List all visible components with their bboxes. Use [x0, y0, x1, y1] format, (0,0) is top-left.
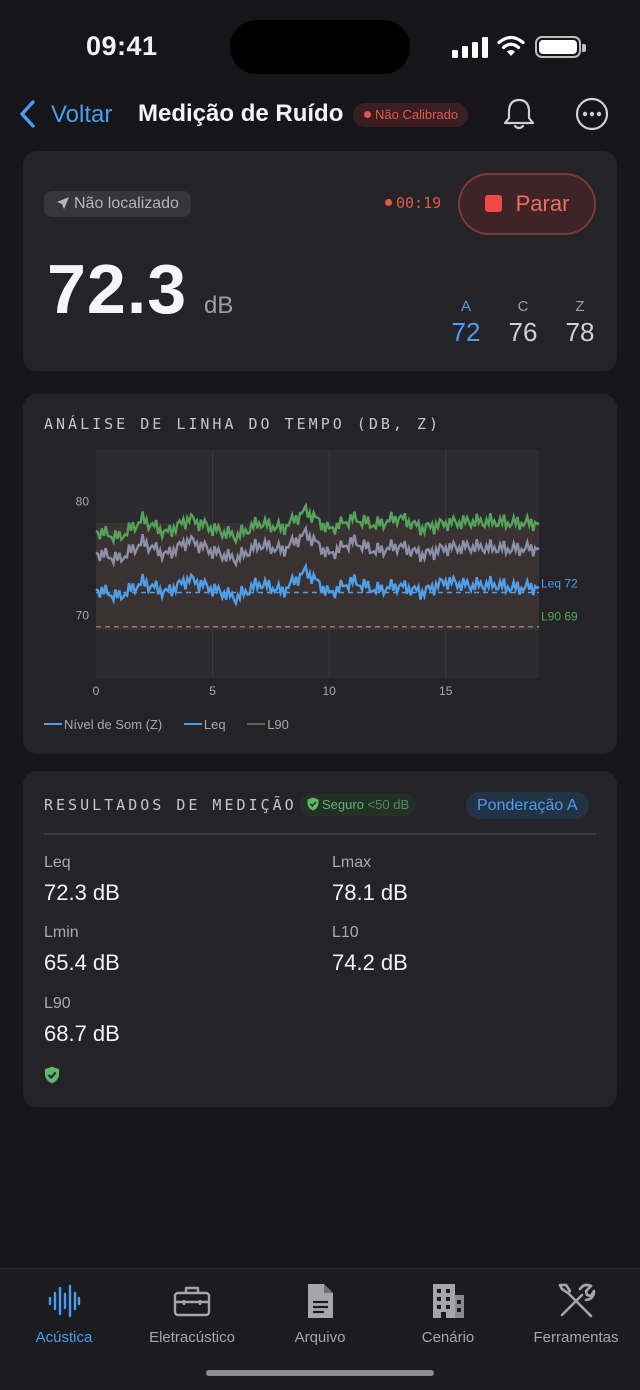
calibration-badge-label: Não Calibrado [375, 107, 459, 122]
dynamic-island [230, 20, 410, 74]
tab-label: Arquivo [294, 1329, 346, 1346]
metric-lmin: Lmin 65.4 dB [44, 924, 120, 976]
safety-badge-label: Seguro [322, 797, 364, 812]
tab-bar: Acústica Eletracústico Arquivo Cenário F… [0, 1268, 640, 1390]
metric-label: Lmax [332, 854, 372, 871]
timeline-title: ANÁLISE DE LINHA DO TEMPO (DB, Z) [44, 415, 442, 433]
metric-value: 74.2 dB [332, 950, 408, 975]
building-icon [433, 1284, 464, 1318]
tab-label: Ferramentas [533, 1329, 619, 1346]
weighting-value: 76 [508, 317, 538, 347]
calibration-badge: Não Calibrado [353, 103, 469, 127]
location-arrow-icon [57, 197, 69, 209]
metric-label: L90 [44, 995, 71, 1012]
home-indicator [206, 1370, 434, 1376]
current-level-value: 72.3 [47, 250, 188, 328]
tab-label: Acústica [35, 1329, 93, 1346]
timeline-card: ANÁLISE DE LINHA DO TEMPO (DB, Z) 0 5 10 15… [23, 394, 617, 754]
metric-label: Lmin [44, 924, 79, 941]
weighting-z[interactable]: Z 78 [560, 298, 600, 348]
weighting-readouts: A 72 C 76 Z 78 [443, 298, 603, 358]
status-bar: 09:41 [0, 0, 640, 96]
series-line [95, 501, 540, 546]
metric-l10: L10 74.2 dB [332, 924, 408, 976]
metric-value: 72.3 dB [44, 880, 120, 905]
results-card: RESULTADOS DE MEDIÇÃO Seguro <50 dB Pond… [23, 771, 617, 1107]
location-label: Não localizado [74, 195, 179, 212]
weighting-label: A [460, 298, 471, 315]
tab-eletracustico[interactable]: Eletracústico [128, 1279, 256, 1346]
y-tick-label: 80 [76, 494, 90, 508]
metric-label: Leq [44, 854, 71, 871]
metric-value: 65.4 dB [44, 950, 120, 975]
current-level-unit: dB [204, 292, 234, 319]
weighting-c[interactable]: C 76 [503, 298, 543, 348]
back-chevron-icon[interactable] [18, 99, 38, 129]
tab-ferramentas[interactable]: Ferramentas [512, 1279, 640, 1346]
metric-value: 78.1 dB [332, 880, 408, 905]
weighting-value: 78 [565, 317, 595, 347]
toolbox-icon [173, 1286, 211, 1317]
status-time: 09:41 [86, 31, 158, 61]
cellular-signal-icon [452, 36, 488, 58]
tab-label: Eletracústico [149, 1329, 235, 1346]
metric-leq: Leq 72.3 dB [44, 854, 120, 906]
weighting-value: 72 [451, 317, 481, 347]
timer-value: 00:19 [396, 194, 442, 212]
bell-icon[interactable] [502, 96, 536, 132]
legend-label: Nível de Som (Z) [64, 717, 163, 732]
weighting-a[interactable]: A 72 [446, 298, 486, 348]
stop-icon [484, 195, 502, 212]
recording-timer: 00:19 [385, 194, 441, 212]
stop-button-label: Parar [515, 191, 570, 216]
waveform-icon [48, 1284, 81, 1318]
x-tick-label: 5 [209, 684, 216, 698]
document-icon [308, 1284, 333, 1318]
more-options-icon[interactable] [574, 96, 610, 132]
tab-cenario[interactable]: Cenário [384, 1279, 512, 1346]
safety-threshold: <50 dB [367, 797, 410, 812]
y-tick-label: 70 [76, 608, 90, 622]
legend-label: L90 [267, 717, 289, 732]
nav-bar: Voltar Medição de Ruído Não Calibrado [0, 90, 640, 140]
weighting-label: Z [575, 298, 585, 315]
stop-button[interactable]: Parar [458, 173, 596, 235]
weighting-label: C [517, 298, 529, 315]
metric-label: L10 [332, 924, 359, 941]
shield-check-icon [307, 797, 319, 811]
x-tick-label: 0 [93, 684, 100, 698]
x-tick-label: 15 [439, 684, 453, 698]
divider [44, 833, 596, 835]
back-button[interactable]: Voltar [51, 101, 113, 128]
tab-arquivo[interactable]: Arquivo [256, 1279, 384, 1346]
weighting-filter-button[interactable]: Ponderação A [466, 792, 589, 819]
shield-check-icon [44, 1066, 60, 1084]
legend-label: Leq [203, 717, 226, 732]
page-title: Medição de Ruído [138, 100, 344, 127]
battery-icon [535, 36, 586, 58]
timeline-chart[interactable]: 0 5 10 15 70 80 Leq 72 L90 69 [23, 394, 617, 754]
series-line [95, 524, 540, 569]
chart-legend: Nível de Som (Z) Leq L90 [44, 717, 307, 732]
series-line [95, 562, 540, 607]
results-title: RESULTADOS DE MEDIÇÃO [44, 796, 297, 814]
tab-acustica[interactable]: Acústica [0, 1279, 128, 1346]
status-dot [364, 111, 371, 118]
legend-item-level: Nível de Som (Z) [44, 717, 162, 732]
location-chip[interactable]: Não localizado [44, 191, 191, 217]
x-tick-label: 10 [322, 684, 336, 698]
tools-icon [558, 1283, 596, 1318]
metric-lmax: Lmax 78.1 dB [332, 854, 408, 906]
leq-label: Leq 72 [541, 577, 578, 591]
recording-dot [385, 199, 392, 206]
safety-badge: Seguro <50 dB [300, 794, 417, 816]
meter-card: Não localizado 00:19 Parar 72.3 dB A 72 … [23, 151, 617, 371]
legend-item-leq: Leq [183, 717, 226, 732]
wifi-icon [497, 35, 525, 56]
tab-label: Cenário [421, 1329, 475, 1346]
metric-l90: L90 68.7 dB [44, 995, 120, 1047]
metric-value: 68.7 dB [44, 1021, 120, 1046]
l90-label: L90 69 [541, 610, 578, 624]
legend-item-l90: L90 [247, 717, 289, 732]
